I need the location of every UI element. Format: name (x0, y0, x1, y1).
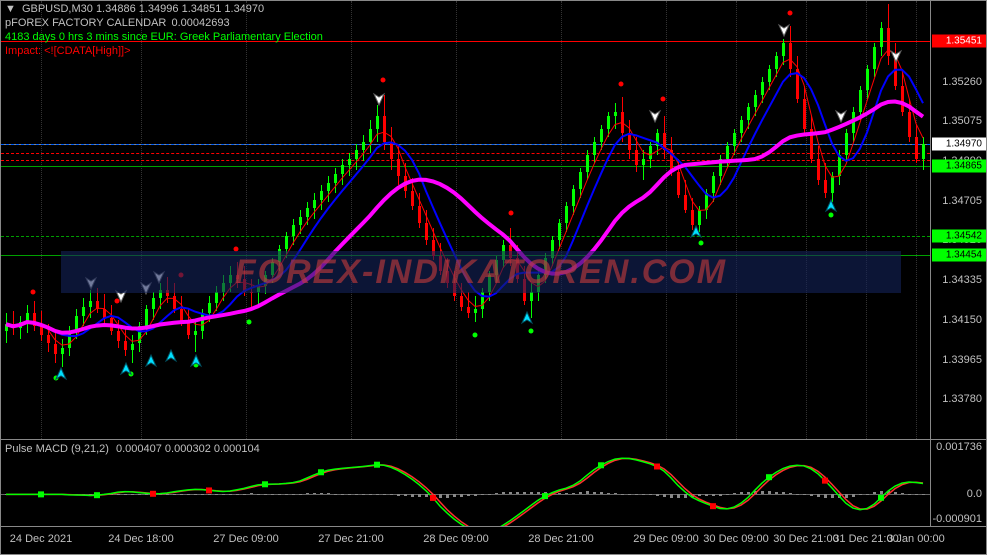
ytick: 1.35260 (942, 76, 982, 88)
price-marker: 1.34865 (932, 160, 986, 173)
xtick: 30 Dec 09:00 (703, 533, 768, 545)
watermark: FOREX-INDIKATOREN.COM (61, 251, 901, 293)
arrow-down-icon (889, 49, 903, 63)
axis-corner (931, 526, 987, 555)
ohlc-label: 1.34886 1.34996 1.34851 1.34970 (96, 3, 264, 15)
xtick: 27 Dec 21:00 (318, 533, 383, 545)
calendar-header: pFOREX FACTORY CALENDAR 0.00042693 (5, 17, 230, 29)
arrow-up-icon (164, 349, 178, 363)
macd-ytick: 0.001736 (936, 441, 982, 453)
event-impact: Impact: <![CDATA[High]]> (5, 45, 131, 57)
xtick: 24 Dec 2021 (10, 533, 72, 545)
macd-lines (1, 440, 931, 527)
dropdown-icon[interactable]: ▼ (5, 3, 16, 15)
ytick: 1.33965 (942, 354, 982, 366)
symbol-label: GBPUSD,M30 (22, 3, 93, 15)
macd-ytick: 0.0 (967, 488, 982, 500)
arrow-up-icon (689, 225, 703, 239)
signal-dot-buy (473, 332, 478, 337)
signal-dot-sell (788, 11, 793, 16)
symbol-header: ▼ GBPUSD,M30 1.34886 1.34996 1.34851 1.3… (5, 3, 264, 15)
ytick: 1.33780 (942, 393, 982, 405)
price-marker: 1.34542 (932, 229, 986, 242)
arrow-up-icon (144, 354, 158, 368)
signal-dot-sell (31, 289, 36, 294)
arrow-down-icon (777, 23, 791, 37)
signal-dot-sell (381, 77, 386, 82)
signal-dot-buy (699, 240, 704, 245)
chart-container: FOREX-INDIKATOREN.COM ▼ GBPUSD,M30 1.348… (0, 0, 987, 555)
macd-axis: 0.001736 0.0 -0.000901 (931, 439, 987, 526)
main-price-panel[interactable]: FOREX-INDIKATOREN.COM ▼ GBPUSD,M30 1.348… (1, 1, 931, 439)
signal-dot-sell (509, 210, 514, 215)
xtick: 27 Dec 09:00 (213, 533, 278, 545)
ytick: 1.34705 (942, 195, 982, 207)
signal-dot-buy (247, 320, 252, 325)
macd-panel[interactable]: Pulse MACD (9,21,2) 0.000407 0.000302 0.… (1, 439, 931, 526)
arrow-up-icon (189, 354, 203, 368)
xtick: 30 Dec 21:00 (773, 533, 838, 545)
ytick: 1.34335 (942, 274, 982, 286)
arrow-down-icon (648, 109, 662, 123)
arrow-up-icon (119, 362, 133, 376)
ytick: 1.35075 (942, 115, 982, 127)
xtick: 24 Dec 18:00 (108, 533, 173, 545)
time-axis: 24 Dec 2021 24 Dec 18:00 27 Dec 09:00 27 De… (1, 526, 931, 555)
xtick: 28 Dec 21:00 (528, 533, 593, 545)
arrow-up-icon (824, 199, 838, 213)
price-marker: 1.34970 (932, 137, 986, 150)
arrow-up-icon (520, 311, 534, 325)
arrow-down-icon (834, 109, 848, 123)
xtick: 28 Dec 09:00 (423, 533, 488, 545)
ma-overlay (1, 1, 931, 439)
arrow-up-icon (54, 367, 68, 381)
event-countdown: 4183 days 0 hrs 3 mins since EUR: Greek … (5, 31, 323, 43)
arrow-down-icon (372, 92, 386, 106)
price-marker: 1.35451 (932, 34, 986, 47)
signal-dot-sell (661, 96, 666, 101)
signal-dot-sell (619, 81, 624, 86)
macd-ytick: -0.000901 (932, 513, 982, 525)
price-axis: 1.337801.339651.341501.343351.345201.347… (931, 1, 987, 439)
ytick: 1.34150 (942, 314, 982, 326)
price-marker: 1.34454 (932, 248, 986, 261)
signal-dot-buy (529, 328, 534, 333)
xtick: 29 Dec 09:00 (633, 533, 698, 545)
